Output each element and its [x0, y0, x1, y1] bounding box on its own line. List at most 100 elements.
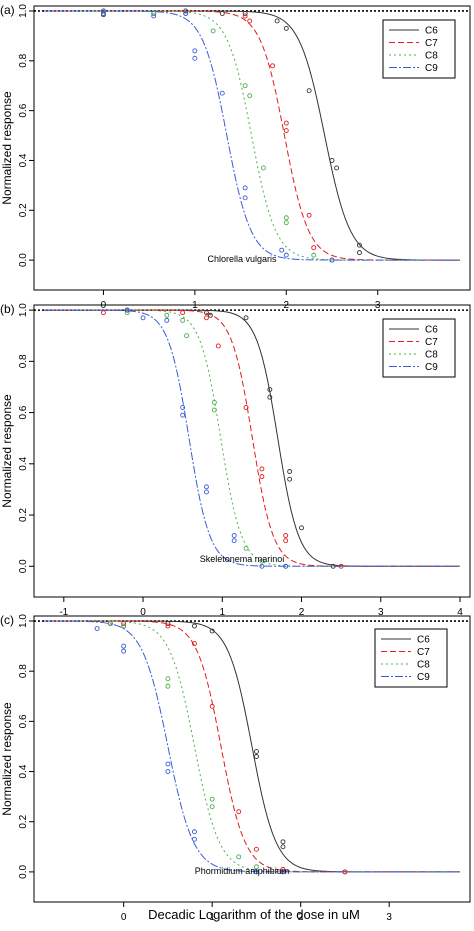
panel-label: (c) — [0, 613, 14, 627]
legend-box — [374, 628, 448, 688]
data-point-c8 — [259, 558, 265, 564]
data-point-c9 — [283, 252, 289, 258]
data-point-c7 — [259, 474, 265, 480]
data-point-c9 — [329, 257, 335, 263]
data-point-c9 — [121, 643, 127, 649]
x-tick-label: 2 — [298, 912, 304, 923]
data-point-c9 — [100, 11, 106, 16]
data-point-c7 — [180, 310, 186, 316]
data-point-c9 — [231, 538, 237, 544]
y-tick-label: 0.4 — [18, 153, 29, 167]
x-tick-label: 3 — [378, 607, 384, 618]
species-annotation: Phormidium amphibium — [195, 866, 290, 876]
data-point-c9 — [192, 55, 198, 61]
x-tick-label: 2 — [299, 607, 305, 618]
data-point-c8 — [283, 220, 289, 226]
plot-frame — [33, 304, 471, 598]
y-tick-label: 0.0 — [18, 865, 29, 879]
data-point-c9 — [279, 247, 285, 253]
data-point-c7 — [283, 533, 289, 538]
data-point-c9 — [165, 769, 171, 774]
series-line-c6 — [44, 620, 460, 873]
data-point-c9 — [203, 489, 209, 495]
x-tick-label: 4 — [457, 607, 463, 618]
legend-label-c7: C7 — [417, 647, 430, 658]
legend-label-c6: C6 — [425, 325, 438, 336]
plot-frame — [33, 5, 471, 291]
y-tick-label: 0.8 — [18, 664, 29, 678]
data-point-c7 — [306, 212, 312, 218]
x-tick-label: 1 — [220, 607, 226, 618]
data-point-c6 — [209, 628, 215, 634]
data-point-c9 — [165, 761, 171, 767]
data-point-c8 — [124, 310, 130, 316]
data-point-c8 — [236, 854, 242, 860]
data-point-c7 — [243, 405, 249, 410]
data-point-c9 — [94, 626, 100, 631]
panel-b: (b) 0.0 0.2 0.4 0.6 0.8 1.0 Normalized response… — [0, 302, 471, 618]
series-line-c8 — [44, 620, 460, 873]
data-point-c8 — [253, 864, 259, 870]
legend-label-c8: C8 — [425, 51, 438, 62]
x-tick-label: 1 — [209, 912, 215, 923]
legend-label-c9: C9 — [425, 362, 438, 373]
legend-label-c6: C6 — [417, 635, 430, 646]
panel-c: (c) 0.0 0.2 0.4 0.6 0.8 1.0 Normalized response… — [0, 613, 471, 923]
series-line-c9 — [44, 10, 460, 261]
data-point-c8 — [211, 399, 217, 405]
data-point-c9 — [242, 195, 248, 201]
data-point-c6 — [274, 18, 280, 24]
data-point-c8 — [210, 28, 216, 34]
x-tick-label: 0 — [140, 607, 146, 618]
y-tick-label: 0.8 — [18, 53, 29, 67]
data-point-c7 — [165, 623, 171, 629]
data-point-c7 — [121, 621, 127, 626]
data-point-c7 — [203, 315, 209, 321]
y-tick-label: 0.0 — [18, 253, 29, 267]
x-tick-label: 0 — [121, 912, 127, 923]
legend-box — [382, 318, 456, 378]
series-line-c9 — [44, 309, 460, 567]
data-point-c8 — [164, 312, 170, 318]
data-point-c6 — [267, 394, 273, 400]
data-point-c6 — [356, 250, 362, 256]
panel-label: (b) — [0, 302, 15, 316]
legend-label-c9: C9 — [425, 63, 438, 74]
data-point-c6 — [243, 315, 249, 321]
data-point-c6 — [207, 312, 213, 318]
y-tick-label: 0.0 — [18, 559, 29, 573]
data-point-c7 — [215, 343, 221, 349]
data-point-c9 — [203, 484, 209, 490]
data-point-c8 — [184, 333, 190, 339]
data-point-c6 — [306, 88, 312, 94]
data-point-c7 — [311, 245, 317, 251]
data-point-c6 — [280, 839, 286, 845]
data-point-c6 — [267, 387, 273, 392]
data-point-c8 — [260, 165, 266, 171]
data-point-c9 — [259, 563, 265, 569]
series-line-c6 — [44, 10, 460, 261]
data-point-c9 — [253, 869, 259, 875]
data-point-c8 — [209, 796, 215, 802]
data-point-c7 — [283, 538, 289, 544]
data-point-c8 — [209, 804, 215, 810]
legend-label-c7: C7 — [425, 38, 438, 49]
y-tick-label: 0.2 — [18, 508, 29, 522]
data-point-c9 — [192, 48, 198, 54]
data-point-c9 — [283, 563, 289, 569]
legend-label-c6: C6 — [425, 26, 438, 37]
data-point-c7 — [236, 809, 242, 815]
panel-label: (a) — [0, 3, 15, 17]
data-point-c7 — [242, 13, 248, 19]
y-tick-label: 1.0 — [18, 4, 29, 18]
data-point-c9 — [280, 869, 286, 875]
species-annotation: Chlorella vulgaris — [207, 254, 277, 264]
data-point-c8 — [247, 93, 253, 99]
data-point-c8 — [107, 621, 113, 626]
data-point-c9 — [180, 405, 186, 410]
x-tick-label: 3 — [386, 912, 392, 923]
y-tick-label: 0.2 — [18, 814, 29, 828]
